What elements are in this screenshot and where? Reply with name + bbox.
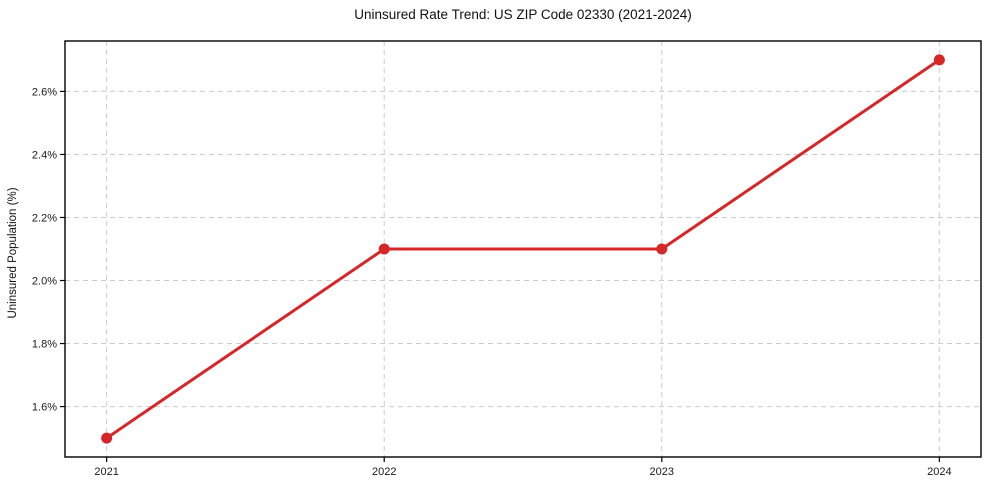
plot-border bbox=[64, 40, 982, 458]
data-point-marker bbox=[656, 243, 668, 255]
y-tick-label: 2.6% bbox=[32, 86, 57, 98]
x-tick-label: 2022 bbox=[372, 466, 396, 478]
y-tick-label: 2.4% bbox=[32, 149, 57, 161]
x-tick-label: 2023 bbox=[650, 466, 674, 478]
x-tick-label: 2024 bbox=[927, 466, 951, 478]
y-tick-label: 1.8% bbox=[32, 339, 57, 351]
y-tick-label: 1.6% bbox=[32, 402, 57, 414]
y-tick-label: 2.0% bbox=[32, 276, 57, 288]
y-tick-label: 2.2% bbox=[32, 212, 57, 224]
data-point-marker bbox=[933, 54, 945, 66]
chart-title: Uninsured Rate Trend: US ZIP Code 02330 … bbox=[354, 7, 692, 22]
trend-line bbox=[105, 58, 941, 440]
data-point-marker bbox=[378, 243, 390, 255]
x-tick-label: 2021 bbox=[94, 466, 118, 478]
data-point-marker bbox=[101, 432, 113, 444]
